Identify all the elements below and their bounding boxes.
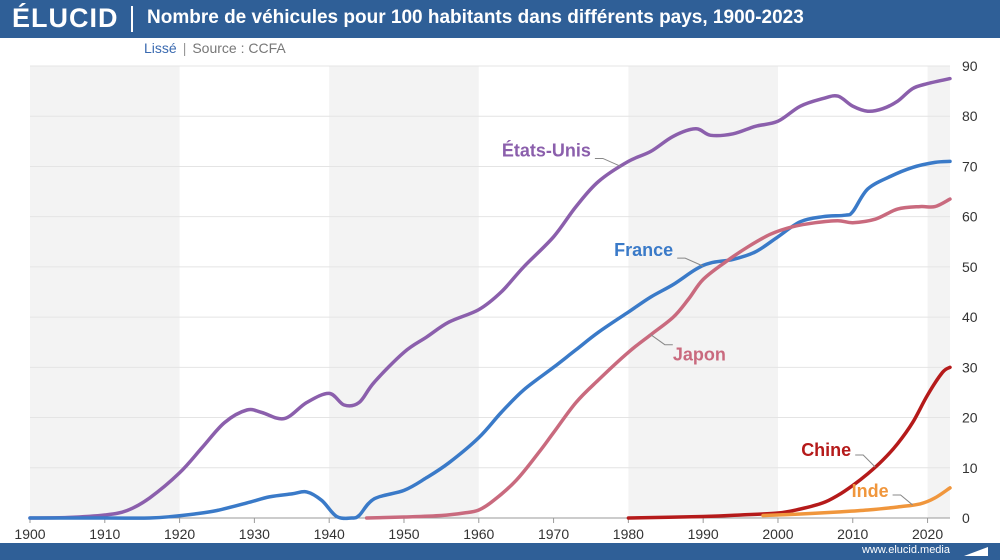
elucid-mark-icon <box>964 547 988 556</box>
y-tick-label: 30 <box>962 359 978 375</box>
y-tick-label: 50 <box>962 259 978 275</box>
background-band-4 <box>927 66 950 518</box>
smoothing-label: Lissé <box>144 40 177 56</box>
y-tick-label: 90 <box>962 58 978 74</box>
y-tick-label: 70 <box>962 158 978 174</box>
x-tick-label: 1920 <box>164 526 195 542</box>
series-inde <box>761 486 952 518</box>
y-tick-label: 0 <box>962 510 970 526</box>
series-label: France <box>614 240 673 260</box>
series-line-chine <box>626 365 952 520</box>
background-band-1 <box>30 66 180 518</box>
x-tick-label: 1910 <box>89 526 120 542</box>
series-line-inde <box>761 486 952 518</box>
source-label: Source : CCFA <box>192 40 286 56</box>
elucid-logo[interactable]: ÉLUCID <box>12 3 119 33</box>
leader-line <box>677 257 704 267</box>
x-tick-label: 1970 <box>538 526 569 542</box>
leader-line <box>855 454 876 468</box>
series-line-japon <box>364 197 952 520</box>
x-tick-label: 1940 <box>314 526 345 542</box>
annotation-inde: Inde <box>852 481 913 506</box>
annotation-japon: Japon <box>650 334 726 365</box>
annotation-etats-unis: États-Unis <box>502 139 622 167</box>
page-title: Nombre de véhicules pour 100 habitants d… <box>147 7 804 28</box>
x-tick-label: 2010 <box>837 526 868 542</box>
series-label: Japon <box>673 345 726 365</box>
series-japon <box>364 197 952 520</box>
subheader-separator: | <box>182 40 187 56</box>
x-tick-label: 1960 <box>463 526 494 542</box>
series-france <box>28 159 952 521</box>
x-tick-label: 1950 <box>388 526 419 542</box>
line-chart: 0 10 20 30 40 50 60 70 80 90 1900 1910 1920 1930 1940 1… <box>14 58 978 542</box>
subheader: Lissé | Source : CCFA <box>144 40 286 56</box>
series-label: États-Unis <box>502 139 591 160</box>
header-divider <box>131 6 133 32</box>
y-tick-label: 10 <box>962 460 978 476</box>
y-tick-label: 80 <box>962 108 978 124</box>
leader-line <box>892 494 913 506</box>
y-tick-label: 60 <box>962 209 978 225</box>
series-label: Inde <box>852 481 889 501</box>
y-tick-label: 40 <box>962 309 978 325</box>
annotation-chine: Chine <box>801 440 876 468</box>
series-line-france <box>28 159 952 521</box>
leader-line <box>594 157 622 167</box>
background-band-2 <box>329 66 479 518</box>
annotation-france: France <box>614 240 704 267</box>
x-tick-label: 1900 <box>14 526 45 542</box>
series-chine <box>626 365 952 520</box>
x-tick-label: 1990 <box>688 526 719 542</box>
series-etats-unis <box>28 76 952 520</box>
series-line-etats-unis <box>28 76 952 520</box>
x-tick-label: 1980 <box>613 526 644 542</box>
leader-line <box>650 334 673 346</box>
x-tick-label: 2000 <box>762 526 793 542</box>
x-tick-label: 1930 <box>239 526 270 542</box>
header-bar: ÉLUCID Nombre de véhicules pour 100 habi… <box>0 0 1000 38</box>
x-tick-label: 2020 <box>912 526 943 542</box>
site-link[interactable]: www.elucid.media <box>861 544 950 556</box>
footer-bar: www.elucid.media <box>0 543 1000 560</box>
background-band-3 <box>628 66 778 518</box>
series-label: Chine <box>801 440 851 460</box>
y-tick-label: 20 <box>962 410 978 426</box>
